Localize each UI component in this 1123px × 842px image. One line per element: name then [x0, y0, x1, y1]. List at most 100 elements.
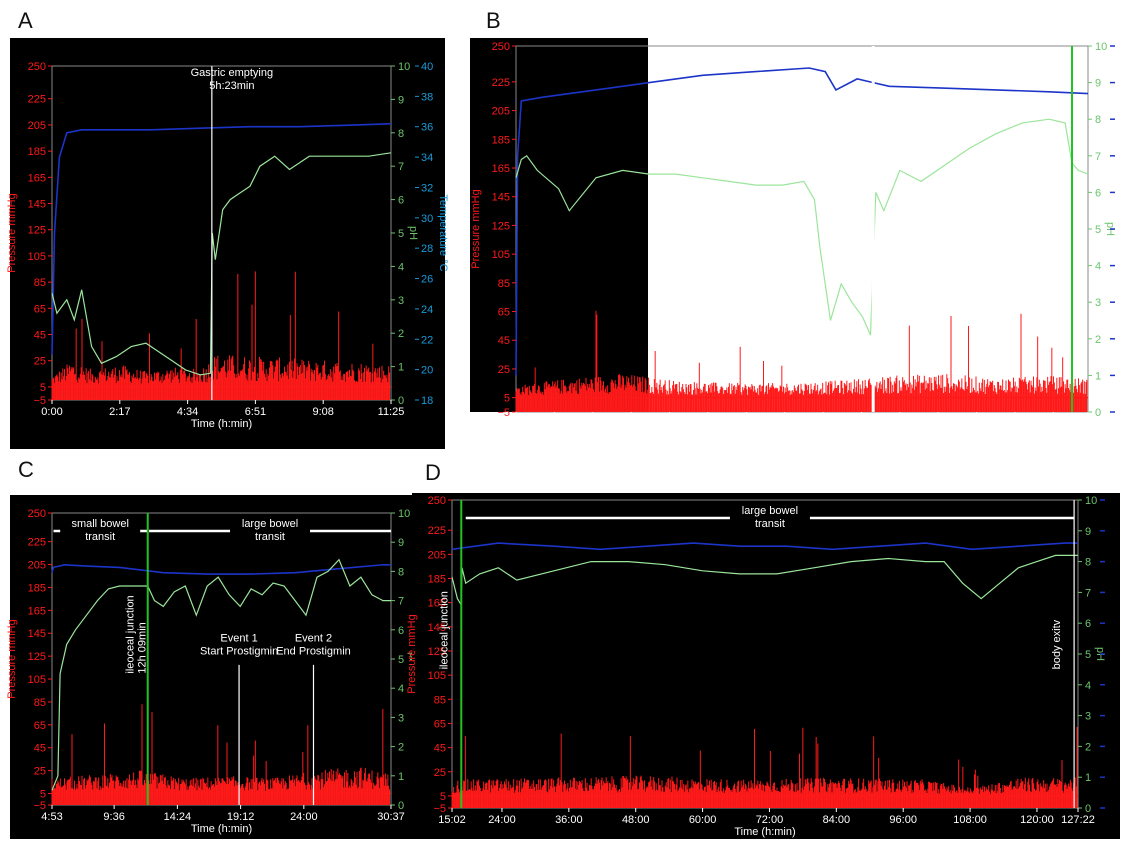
- pressure-tick-label: 125: [28, 225, 46, 237]
- temperature-tick-label: 38: [421, 91, 433, 103]
- pressure-tick-label: 85: [434, 694, 446, 706]
- panel-letter: D: [425, 460, 441, 485]
- pressure-tick-label: 145: [428, 622, 446, 634]
- ph-tick-label: 4: [398, 261, 404, 273]
- ph-tick-label: 8: [398, 566, 404, 578]
- pressure-tick-label: 85: [34, 697, 46, 709]
- ph-tick-label: 5: [398, 228, 404, 240]
- ph-tick-label: 3: [398, 295, 404, 307]
- bracket-label: small bowel: [951, 51, 1008, 63]
- pressure-tick-label: 85: [498, 278, 510, 290]
- pressure-tick-label: 250: [492, 41, 510, 53]
- temperature-tick-label: 34: [421, 152, 433, 164]
- pressure-tick-label: 185: [492, 134, 510, 146]
- ph-tick-label: 3: [1085, 711, 1091, 723]
- x-tick-label: 3:36: [620, 418, 641, 430]
- ph-tick-label: 8: [398, 128, 404, 140]
- pressure-tick-label: −5: [497, 407, 510, 419]
- pressure-tick-label: 225: [28, 94, 46, 106]
- pressure-tick-label: 125: [28, 651, 46, 663]
- x-tick-label: 0:00: [41, 406, 62, 418]
- ph-tick-label: 2: [398, 328, 404, 340]
- annotation-text: 5h:23min: [209, 80, 254, 92]
- bracket-label: transit: [965, 64, 995, 76]
- ph-tick-label: 6: [398, 195, 404, 207]
- x-tick-label: 72:00: [756, 814, 784, 826]
- x-tick-label: 30:37: [377, 811, 405, 823]
- pressure-tick-label: 125: [492, 220, 510, 232]
- pressure-tick-label: 85: [34, 277, 46, 289]
- bracket-label: transit: [755, 518, 785, 530]
- ph-series: [515, 118, 1089, 336]
- temperature-tick-label: 30: [421, 213, 433, 225]
- pressure-tick-label: 185: [428, 574, 446, 586]
- x-tick-label: 1:12: [544, 418, 565, 430]
- pressure-tick-label: 165: [28, 605, 46, 617]
- ph-tick-label: 5: [398, 654, 404, 666]
- ph-tick-label: 0: [398, 800, 404, 812]
- pressure-tick-label: 5: [440, 791, 446, 803]
- temperature-series: [51, 122, 392, 355]
- pressure-tick-label: 65: [434, 718, 446, 730]
- temperature-tick-label: 28: [421, 243, 433, 255]
- x-tick-label: 14:24: [164, 811, 192, 823]
- pressure-tick-label: 105: [428, 670, 446, 682]
- panel-background: [412, 493, 1120, 839]
- x-tick-label: 60:00: [689, 814, 717, 826]
- x-tick-label: 9:08: [312, 406, 333, 418]
- x-tick-label: 6:00: [697, 418, 718, 430]
- ph-tick-label: 1: [398, 362, 404, 374]
- temperature-axis-label: Temperature °C: [437, 194, 449, 271]
- panel-letter: A: [18, 8, 33, 33]
- pressure-tick-label: 185: [28, 146, 46, 158]
- ph-tick-label: 4: [1085, 680, 1091, 692]
- pressure-series: [451, 726, 1078, 808]
- pressure-tick-label: 165: [428, 598, 446, 610]
- bracket-label: large bowel: [742, 505, 798, 517]
- pressure-tick-label: 25: [498, 364, 510, 376]
- x-tick-label: 24:00: [290, 811, 318, 823]
- pressure-tick-label: 65: [34, 303, 46, 315]
- panel-D: D250225205185165145125105856545255−5Pres…: [406, 460, 1120, 839]
- panel-background: [470, 38, 648, 412]
- pressure-tick-label: 5: [40, 382, 46, 394]
- ph-tick-label: 6: [1085, 618, 1091, 630]
- pressure-tick-label: 25: [34, 356, 46, 368]
- ph-tick-label: 0: [1095, 407, 1101, 419]
- pressure-tick-label: 145: [28, 199, 46, 211]
- pressure-tick-label: 205: [28, 120, 46, 132]
- pressure-tick-label: 145: [492, 192, 510, 204]
- pressure-tick-label: 185: [28, 582, 46, 594]
- panel-A: A250225205185165145125105856545255−5Pres…: [6, 8, 449, 449]
- temperature-tick-label: 20: [421, 365, 433, 377]
- pressure-axis-label: Pressure mmHg: [406, 614, 418, 693]
- pressure-tick-label: 205: [428, 549, 446, 561]
- temperature-tick-label: 26: [421, 274, 433, 286]
- panel-B: B250225205185165145125105856545255−5Pres…: [470, 8, 1116, 442]
- ph-tick-label: 9: [1085, 526, 1091, 538]
- pressure-tick-label: 65: [498, 307, 510, 319]
- ph-series: [51, 558, 391, 791]
- annotation-text: ileocecal junction: [1049, 164, 1061, 248]
- ph-tick-label: 1: [1085, 772, 1091, 784]
- annotation-text: ileoceal junction: [438, 591, 450, 669]
- ph-tick-label: 5: [1085, 649, 1091, 661]
- pressure-tick-label: 105: [28, 674, 46, 686]
- x-tick-label: 24:00: [488, 814, 516, 826]
- ph-tick-label: 5: [1095, 224, 1101, 236]
- bracket-label: transit: [85, 531, 115, 543]
- temperature-tick-label: 18: [421, 395, 433, 407]
- pressure-tick-label: 165: [492, 163, 510, 175]
- pressure-tick-label: 65: [34, 720, 46, 732]
- x-tick-label: 9:36: [103, 811, 124, 823]
- ph-tick-label: 0: [398, 395, 404, 407]
- pressure-tick-label: 165: [28, 172, 46, 184]
- annotation-text: Gastric emptying: [832, 99, 915, 111]
- annotation-text: Start Prostigmin: [200, 645, 278, 657]
- x-tick-label: 15:36: [1001, 418, 1029, 430]
- x-tick-label: 84:00: [823, 814, 851, 826]
- x-tick-label: 48:00: [622, 814, 650, 826]
- x-axis-label: Time (h:min): [771, 430, 832, 442]
- temperature-series: [51, 563, 391, 575]
